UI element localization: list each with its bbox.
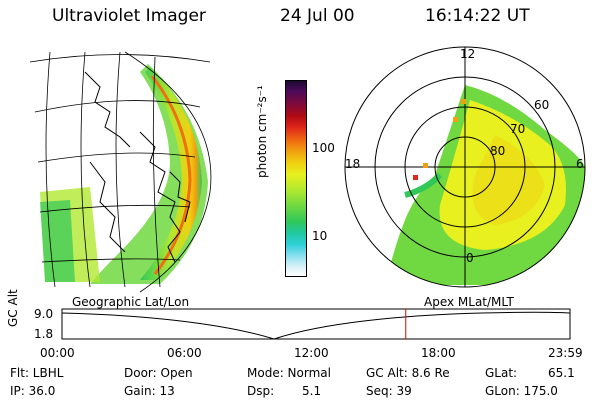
colorbar-unit-label: photon cm⁻²s⁻¹ xyxy=(255,85,269,178)
timeline-plot xyxy=(61,308,571,340)
colorbar-tick-100: 100 xyxy=(312,141,335,155)
timeline-xtick-2: 12:00 xyxy=(294,346,329,360)
timeline-ytick-high: 9.0 xyxy=(34,307,54,321)
info-gain: Gain: 13 xyxy=(124,384,175,398)
info-gcalt: GC Alt: 8.6 Re xyxy=(366,366,450,380)
instrument-title: Ultraviolet Imager xyxy=(52,6,206,26)
mlat-label-80: 80 xyxy=(490,144,506,158)
mlt-label-6: 6 xyxy=(576,157,584,171)
timeline-ytick-low: 1.8 xyxy=(34,327,54,341)
timeline-xtick-3: 18:00 xyxy=(421,346,456,360)
mlt-label-18: 18 xyxy=(345,157,361,171)
polar-panel-label: Apex MLat/MLT xyxy=(424,295,514,309)
colorbar-tick-10: 10 xyxy=(312,229,328,243)
info-mode: Mode: Normal xyxy=(247,366,331,380)
timeline-xtick-0: 00:00 xyxy=(40,346,75,360)
date-label: 24 Jul 00 xyxy=(280,6,355,26)
timeline-xtick-1: 06:00 xyxy=(167,346,202,360)
timeline-axis-label: GC Alt xyxy=(6,289,20,327)
info-glon: GLon: 175.0 xyxy=(485,384,558,398)
info-dsp-value: 5.1 xyxy=(302,384,322,398)
geo-panel-label: Geographic Lat/Lon xyxy=(72,295,190,309)
mlat-label-60: 60 xyxy=(534,98,550,112)
info-door: Door: Open xyxy=(124,366,193,380)
info-glat-value: 65.1 xyxy=(548,366,575,380)
polar-image xyxy=(344,46,586,288)
info-glat: GLat: xyxy=(485,366,518,380)
mlat-label-70: 70 xyxy=(510,122,526,136)
info-dsp: Dsp: xyxy=(247,384,275,398)
info-ip: IP: 36.0 xyxy=(10,384,56,398)
mlt-label-0: 0 xyxy=(466,251,474,265)
colorbar xyxy=(285,80,307,277)
info-flt: Flt: LBHL xyxy=(10,366,64,380)
mlt-label-12: 12 xyxy=(460,47,476,61)
info-seq: Seq: 39 xyxy=(366,384,412,398)
geographic-image xyxy=(29,51,212,293)
timeline-xtick-4: 23:59 xyxy=(548,346,583,360)
time-label: 16:14:22 UT xyxy=(425,6,530,26)
